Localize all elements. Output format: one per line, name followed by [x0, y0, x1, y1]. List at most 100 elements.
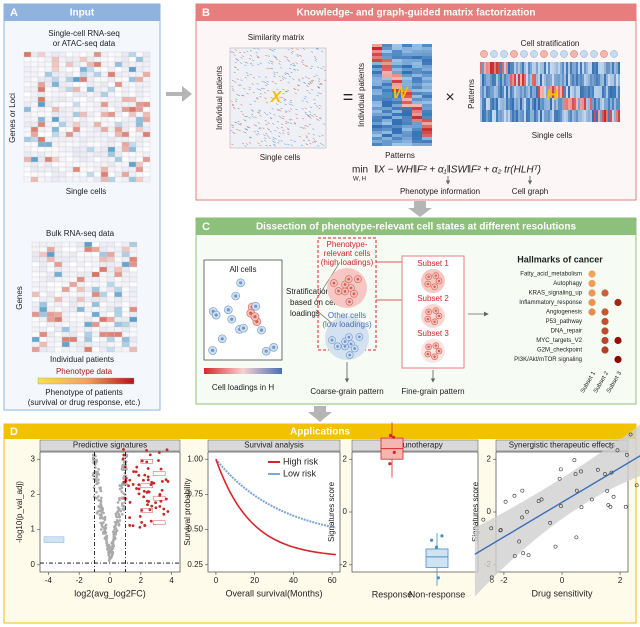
heatmap-cell: [84, 326, 93, 333]
heatmap-cell: [61, 316, 70, 323]
noise: [278, 63, 281, 65]
heatmap-cell: [592, 62, 594, 74]
heatmap-cell: [412, 116, 422, 119]
heatmap-cell: [574, 110, 576, 122]
heatmap-cell: [606, 62, 608, 74]
point: [122, 453, 126, 457]
heatmap-cell: [520, 62, 522, 74]
heatmap-cell: [612, 86, 614, 98]
heatmap-cell: [72, 56, 81, 63]
heatmap-cell: [142, 131, 151, 138]
point: [137, 487, 141, 491]
heatmap-cell: [616, 74, 618, 86]
point: [498, 528, 503, 532]
heatmap-cell: [526, 98, 528, 110]
cell-nucleus: [214, 313, 218, 317]
heatmap-cell: [372, 116, 382, 119]
point: [105, 541, 108, 545]
noise: [318, 135, 321, 137]
heatmap-cell: [65, 106, 74, 113]
noise: [253, 100, 256, 102]
heatmap-cell: [76, 241, 85, 248]
point: [114, 513, 118, 517]
heatmap-cell: [530, 98, 532, 110]
heatmap-cell: [488, 86, 490, 98]
heatmap-cell: [506, 86, 508, 98]
heatmap-cell: [86, 156, 95, 163]
noise: [244, 132, 248, 134]
noise: [296, 89, 300, 91]
heatmap-cell: [372, 95, 382, 98]
heatmap-cell: [76, 291, 85, 298]
heatmap-cell: [142, 71, 151, 78]
heatmap-cell: [65, 156, 74, 163]
heatmap-cell: [72, 146, 81, 153]
heatmap-cell: [578, 110, 580, 122]
heatmap-cell: [422, 53, 432, 56]
noise: [257, 56, 260, 58]
heatmap-cell: [39, 316, 48, 323]
heatmap-cell: [392, 125, 402, 128]
label: All cells: [229, 265, 256, 274]
noise: [301, 61, 304, 63]
heatmap-cell: [58, 91, 67, 98]
heatmap-cell: [550, 74, 552, 86]
heatmap-cell: [522, 98, 524, 110]
point: [609, 470, 614, 475]
heatmap-cell: [530, 62, 532, 74]
heatmap-cell: [382, 68, 392, 71]
heatmap-cell: [494, 86, 496, 98]
gene-label: [140, 508, 154, 513]
heatmap-cell: [114, 81, 123, 88]
noise: [249, 103, 252, 106]
heatmap-cell: [54, 271, 63, 278]
heatmap-cell: [586, 86, 588, 98]
heatmap-cell: [560, 62, 562, 74]
heatmap-cell: [542, 74, 544, 86]
heatmap-cell: [100, 116, 109, 123]
axis-label: Individual patients: [357, 63, 366, 127]
noise: [259, 62, 262, 65]
heatmap-cell: [37, 171, 46, 178]
heatmap-cell: [31, 261, 40, 268]
heatmap-cell: [486, 110, 488, 122]
noise: [280, 107, 283, 110]
point: [623, 504, 628, 509]
heatmap-cell: [550, 98, 552, 110]
label: Cell loadings in H: [212, 383, 274, 392]
point: [125, 453, 129, 457]
heatmap-cell: [596, 86, 598, 98]
heatmap-cell: [512, 62, 514, 74]
heatmap-cell: [84, 281, 93, 288]
heatmap-cell: [500, 74, 502, 86]
heatmap-cell: [114, 296, 123, 303]
noise: [265, 133, 268, 135]
heatmap-cell: [382, 116, 392, 119]
heatmap-cell: [590, 110, 592, 122]
point: [105, 534, 109, 538]
heatmap-cell: [546, 98, 548, 110]
x-tick-label: 4: [169, 576, 174, 585]
x-tick-label: 0: [108, 576, 113, 585]
heatmap-cell: [572, 98, 574, 110]
noise: [275, 97, 278, 99]
heatmap-cell: [84, 311, 93, 318]
heatmap-cell: [129, 256, 138, 263]
point: [120, 512, 124, 516]
heatmap-cell: [412, 101, 422, 104]
heatmap-cell: [492, 74, 494, 86]
heatmap-cell: [54, 261, 63, 268]
noise: [265, 123, 268, 126]
heatmap-cell: [412, 125, 422, 128]
heatmap-cell: [69, 286, 78, 293]
heatmap-cell: [65, 96, 74, 103]
heatmap-cell: [482, 62, 484, 74]
noise: [302, 117, 305, 120]
noise: [256, 88, 259, 90]
heatmap-cell: [86, 96, 95, 103]
heatmap-cell: [51, 171, 60, 178]
noise: [295, 117, 299, 120]
heatmap-cell: [586, 98, 588, 110]
heatmap-cell: [39, 291, 48, 298]
noise: [321, 50, 324, 53]
